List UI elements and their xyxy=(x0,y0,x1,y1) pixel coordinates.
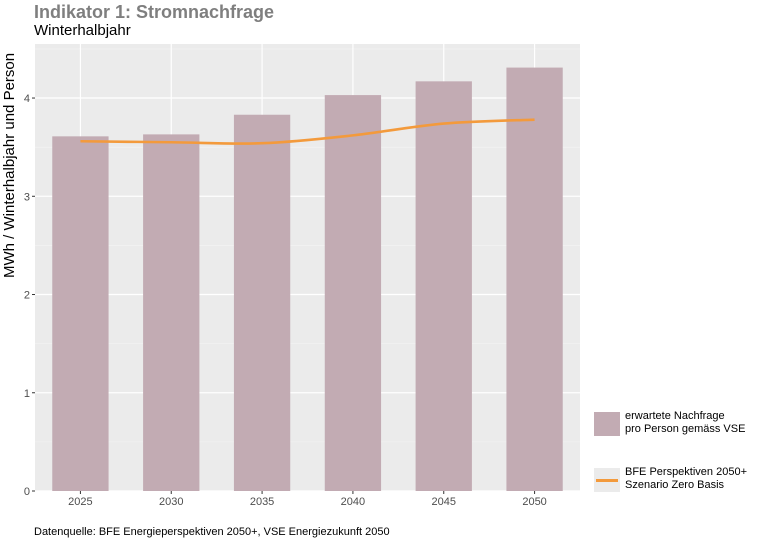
y-tick-label: 1 xyxy=(24,388,30,400)
bar-2030 xyxy=(143,134,200,491)
x-tick-label: 2035 xyxy=(250,496,274,508)
legend-label-bfe-line2: Szenario Zero Basis xyxy=(625,479,725,491)
x-tick-label: 2045 xyxy=(432,496,456,508)
chart-subtitle: Winterhalbjahr xyxy=(34,22,131,39)
legend-key-bar xyxy=(594,412,620,436)
x-tick-label: 2030 xyxy=(159,496,183,508)
y-tick-label: 3 xyxy=(24,191,30,203)
legend-item-vse: erwartete Nachfrage pro Person gemäss VS… xyxy=(594,408,764,442)
y-tick-label: 4 xyxy=(24,93,30,105)
legend-label-bfe-line1: BFE Perspektiven 2050+ xyxy=(625,466,747,478)
x-tick-label: 2040 xyxy=(341,496,365,508)
bar-2040 xyxy=(324,95,382,491)
legend: erwartete Nachfrage pro Person gemäss VS… xyxy=(594,408,764,520)
y-tick-label: 0 xyxy=(24,486,30,498)
legend-label-vse-line1: erwartete Nachfrage xyxy=(625,410,725,422)
bar-2035 xyxy=(233,114,291,491)
legend-label-vse-line2: pro Person gemäss VSE xyxy=(625,423,746,435)
x-tick-label: 2025 xyxy=(68,496,92,508)
x-tick-label: 2050 xyxy=(522,496,546,508)
series-line-bfe xyxy=(80,118,535,145)
bar-2025 xyxy=(52,136,109,491)
bar-2050 xyxy=(506,67,563,492)
chart-title: Indikator 1: Stromnachfrage xyxy=(34,2,275,22)
legend-item-bfe: BFE Perspektiven 2050+ Szenario Zero Bas… xyxy=(594,464,764,498)
data-source-caption: Datenquelle: BFE Energieperspektiven 205… xyxy=(34,526,390,538)
legend-key-line xyxy=(594,468,620,492)
plot-panel xyxy=(35,44,580,491)
bar-2045 xyxy=(415,81,472,491)
y-tick-label: 2 xyxy=(24,290,30,302)
